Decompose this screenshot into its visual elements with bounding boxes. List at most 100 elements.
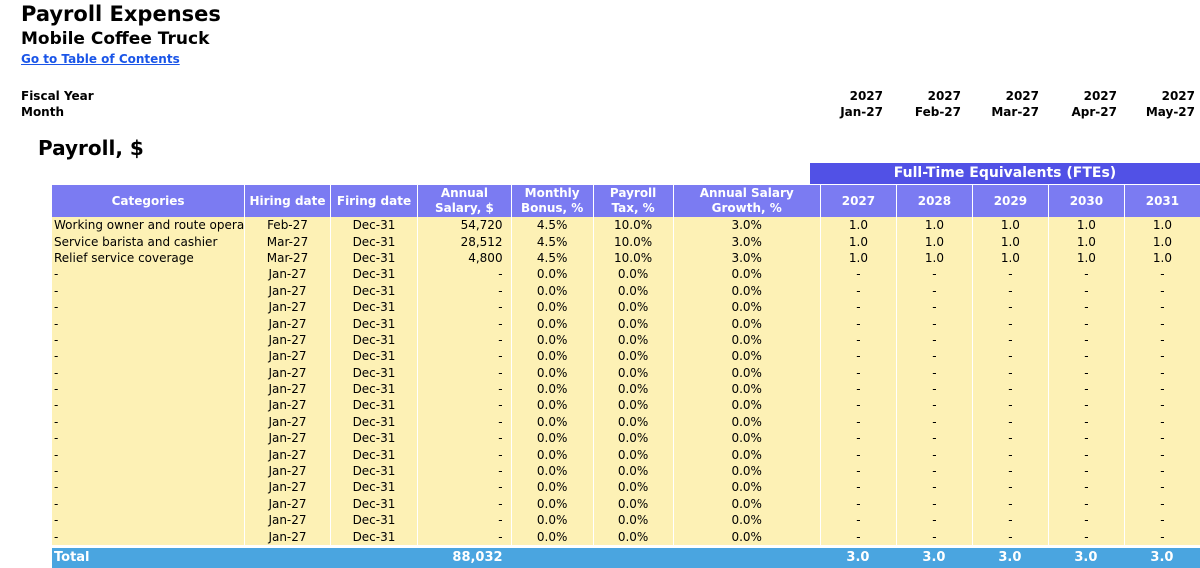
fte-cell[interactable]: -	[1047, 462, 1124, 480]
fte-cell[interactable]: -	[1123, 397, 1200, 414]
fte-cell[interactable]: -	[819, 446, 896, 463]
fte-cell[interactable]: 1.0	[971, 233, 1048, 250]
category-cell[interactable]: -	[52, 282, 245, 299]
hiring-date-cell[interactable]: Jan-27	[244, 479, 330, 496]
fte-cell[interactable]: -	[971, 348, 1048, 365]
hiring-date-cell[interactable]: Jan-27	[244, 413, 330, 431]
fte-cell[interactable]: -	[1123, 348, 1200, 365]
annual-salary-cell[interactable]: -	[417, 348, 511, 365]
category-cell[interactable]: -	[52, 364, 245, 381]
category-cell[interactable]: Service barista and cashier	[52, 233, 245, 250]
fte-cell[interactable]: -	[895, 397, 972, 414]
firing-date-cell[interactable]: Dec-31	[329, 298, 418, 316]
fte-cell[interactable]: -	[971, 430, 1048, 447]
fte-cell[interactable]: -	[971, 266, 1048, 283]
annual-salary-cell[interactable]: -	[417, 282, 511, 299]
hiring-date-cell[interactable]: Jan-27	[244, 364, 330, 381]
firing-date-cell[interactable]: Dec-31	[329, 446, 418, 463]
fte-cell[interactable]: -	[895, 380, 972, 398]
fte-cell[interactable]: -	[895, 364, 972, 381]
monthly-bonus-cell[interactable]: 0.0%	[510, 397, 593, 414]
hiring-date-cell[interactable]: Jan-27	[244, 495, 330, 513]
firing-date-cell[interactable]: Dec-31	[329, 413, 418, 431]
fte-cell[interactable]: -	[1123, 512, 1200, 529]
annual-salary-cell[interactable]: -	[417, 364, 511, 381]
fte-cell[interactable]: -	[819, 380, 896, 398]
hiring-date-cell[interactable]: Jan-27	[244, 430, 330, 447]
annual-salary-cell[interactable]: -	[417, 512, 511, 529]
fte-cell[interactable]: -	[1047, 495, 1124, 513]
fte-cell[interactable]: 1.0	[895, 249, 972, 267]
fte-cell[interactable]: 1.0	[1123, 233, 1200, 250]
payroll-tax-cell[interactable]: 0.0%	[592, 364, 673, 381]
fte-cell[interactable]: -	[971, 413, 1048, 431]
monthly-bonus-cell[interactable]: 0.0%	[510, 462, 593, 480]
salary-growth-cell[interactable]: 0.0%	[672, 528, 820, 545]
salary-growth-cell[interactable]: 0.0%	[672, 298, 820, 316]
firing-date-cell[interactable]: Dec-31	[329, 479, 418, 496]
payroll-tax-cell[interactable]: 0.0%	[592, 512, 673, 529]
table-of-contents-link[interactable]: Go to Table of Contents	[21, 52, 180, 66]
monthly-bonus-cell[interactable]: 0.0%	[510, 348, 593, 365]
annual-salary-cell[interactable]: 4,800	[417, 249, 511, 267]
fte-cell[interactable]: -	[1123, 462, 1200, 480]
fte-cell[interactable]: 1.0	[1123, 249, 1200, 267]
category-cell[interactable]: -	[52, 446, 245, 463]
fte-cell[interactable]: -	[895, 512, 972, 529]
monthly-bonus-cell[interactable]: 0.0%	[510, 315, 593, 332]
monthly-bonus-cell[interactable]: 0.0%	[510, 364, 593, 381]
firing-date-cell[interactable]: Dec-31	[329, 282, 418, 299]
annual-salary-cell[interactable]: -	[417, 528, 511, 545]
fte-cell[interactable]: 1.0	[1047, 217, 1124, 234]
payroll-tax-cell[interactable]: 0.0%	[592, 413, 673, 431]
monthly-bonus-cell[interactable]: 0.0%	[510, 298, 593, 316]
fte-cell[interactable]: -	[895, 413, 972, 431]
firing-date-cell[interactable]: Dec-31	[329, 217, 418, 234]
salary-growth-cell[interactable]: 0.0%	[672, 315, 820, 332]
hiring-date-cell[interactable]: Jan-27	[244, 462, 330, 480]
annual-salary-cell[interactable]: -	[417, 315, 511, 332]
monthly-bonus-cell[interactable]: 0.0%	[510, 528, 593, 545]
fte-cell[interactable]: -	[819, 331, 896, 349]
monthly-bonus-cell[interactable]: 4.5%	[510, 249, 593, 267]
monthly-bonus-cell[interactable]: 0.0%	[510, 380, 593, 398]
category-cell[interactable]: -	[52, 298, 245, 316]
fte-cell[interactable]: -	[1123, 446, 1200, 463]
category-cell[interactable]: Working owner and route opera	[52, 217, 245, 234]
hiring-date-cell[interactable]: Jan-27	[244, 397, 330, 414]
fte-cell[interactable]: -	[895, 528, 972, 545]
firing-date-cell[interactable]: Dec-31	[329, 512, 418, 529]
fte-cell[interactable]: 1.0	[819, 233, 896, 250]
firing-date-cell[interactable]: Dec-31	[329, 348, 418, 365]
salary-growth-cell[interactable]: 0.0%	[672, 282, 820, 299]
fte-cell[interactable]: 1.0	[1047, 249, 1124, 267]
fte-cell[interactable]: -	[1123, 331, 1200, 349]
fte-cell[interactable]: -	[895, 479, 972, 496]
payroll-tax-cell[interactable]: 0.0%	[592, 380, 673, 398]
firing-date-cell[interactable]: Dec-31	[329, 430, 418, 447]
fte-cell[interactable]: -	[819, 512, 896, 529]
salary-growth-cell[interactable]: 0.0%	[672, 331, 820, 349]
fte-cell[interactable]: -	[819, 315, 896, 332]
salary-growth-cell[interactable]: 0.0%	[672, 380, 820, 398]
fte-cell[interactable]: -	[971, 495, 1048, 513]
payroll-tax-cell[interactable]: 0.0%	[592, 282, 673, 299]
fte-cell[interactable]: -	[819, 430, 896, 447]
fte-cell[interactable]: -	[1123, 528, 1200, 545]
fte-cell[interactable]: -	[971, 462, 1048, 480]
fte-cell[interactable]: -	[895, 446, 972, 463]
fte-cell[interactable]: -	[971, 397, 1048, 414]
fte-cell[interactable]: -	[819, 266, 896, 283]
fte-cell[interactable]: -	[1123, 266, 1200, 283]
fte-cell[interactable]: -	[819, 413, 896, 431]
fte-cell[interactable]: -	[819, 528, 896, 545]
monthly-bonus-cell[interactable]: 0.0%	[510, 266, 593, 283]
category-cell[interactable]: -	[52, 512, 245, 529]
salary-growth-cell[interactable]: 0.0%	[672, 495, 820, 513]
hiring-date-cell[interactable]: Jan-27	[244, 298, 330, 316]
monthly-bonus-cell[interactable]: 0.0%	[510, 446, 593, 463]
fte-cell[interactable]: 1.0	[971, 217, 1048, 234]
monthly-bonus-cell[interactable]: 0.0%	[510, 479, 593, 496]
salary-growth-cell[interactable]: 3.0%	[672, 233, 820, 250]
fte-cell[interactable]: -	[895, 331, 972, 349]
